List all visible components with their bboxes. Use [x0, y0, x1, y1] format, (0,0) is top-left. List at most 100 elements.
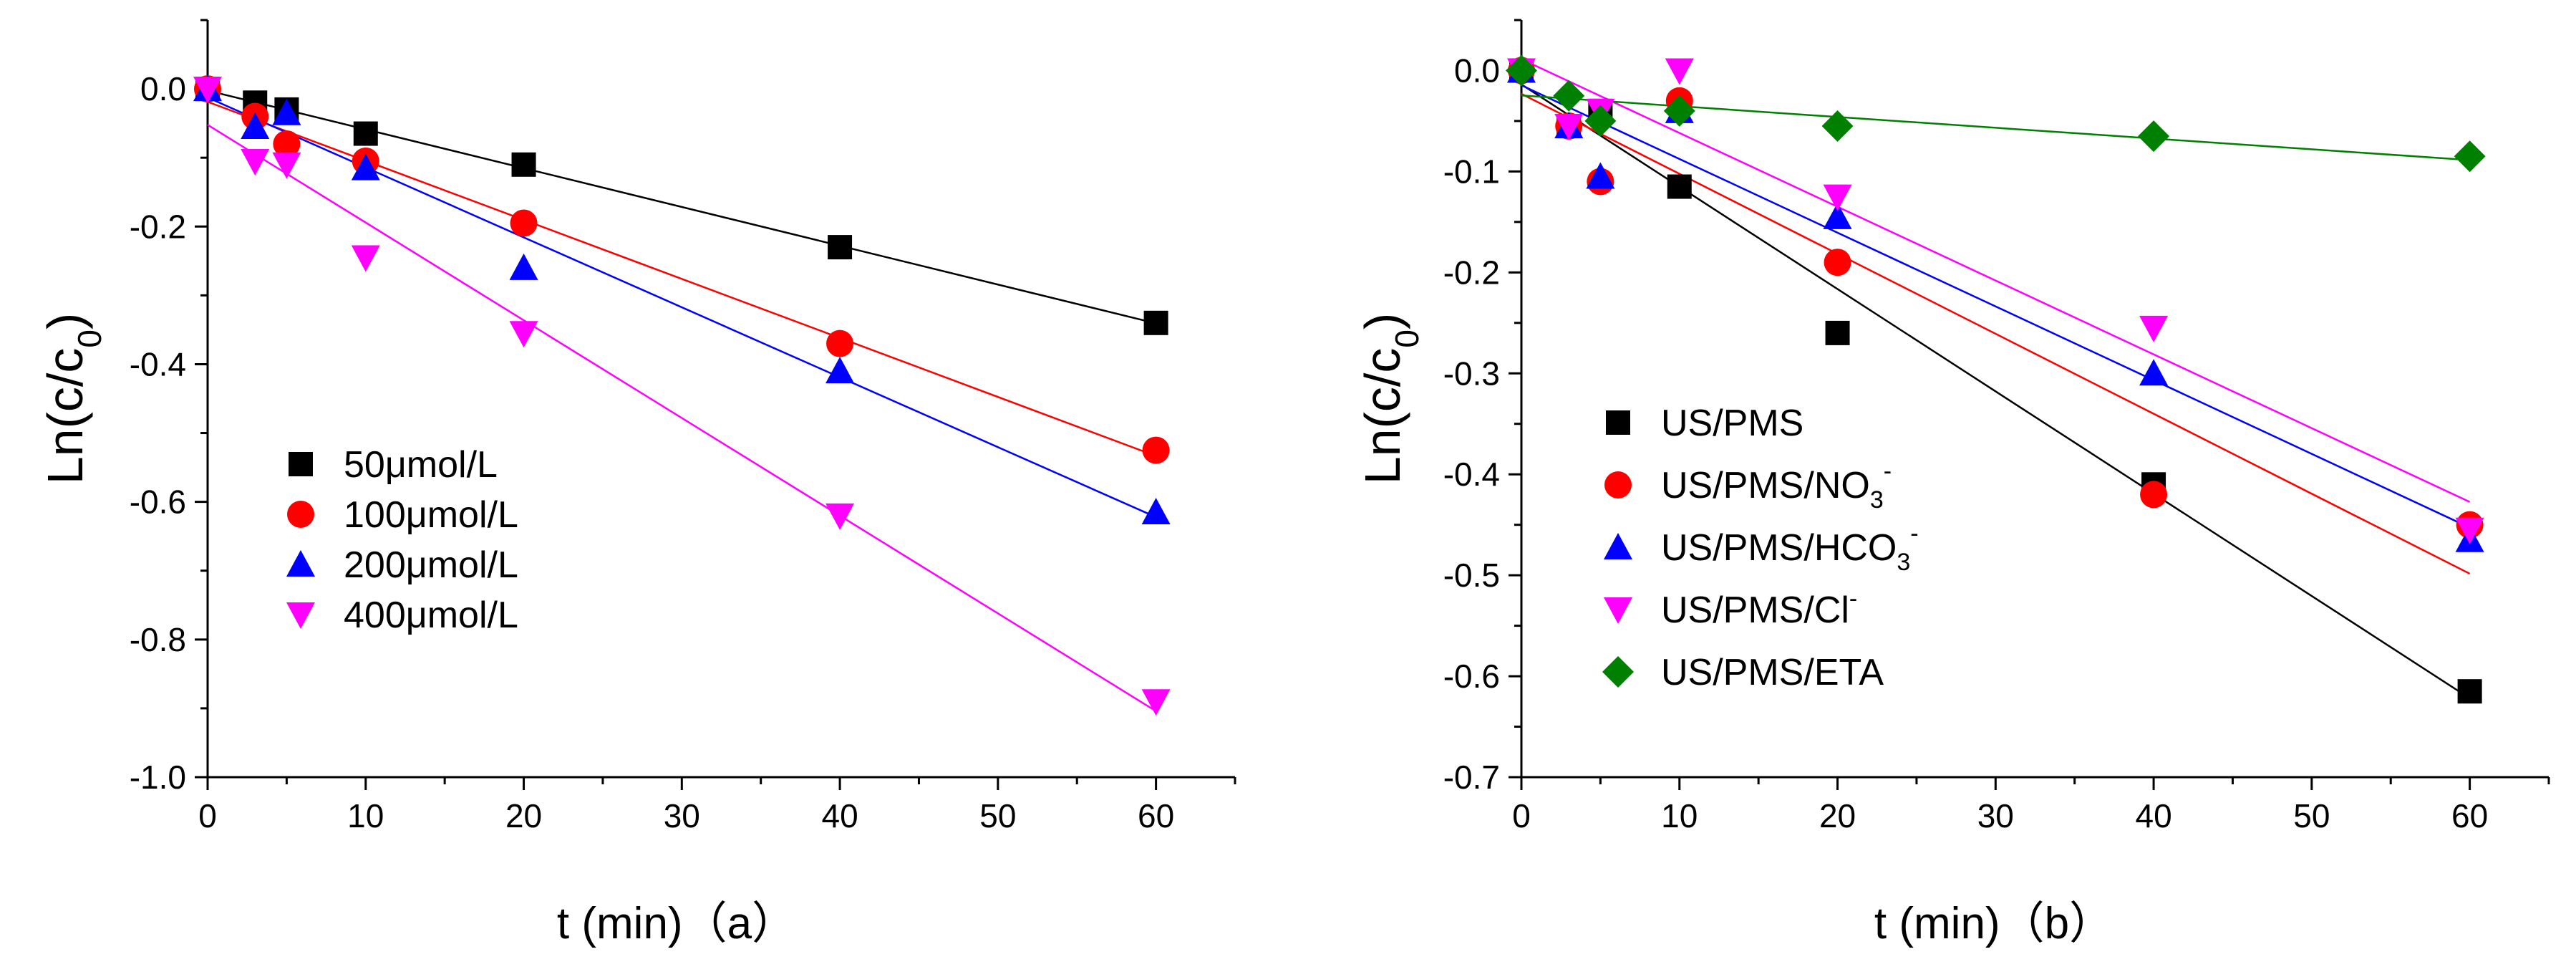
x-tick-label: 60 [1138, 797, 1174, 834]
data-point [1141, 498, 1171, 525]
y-axis-title: Ln(c/c0) [37, 313, 108, 485]
x-axis-title: t (min)（b） [1874, 899, 2113, 948]
data-point [353, 121, 378, 146]
fit-line [207, 124, 1157, 712]
data-point [1665, 58, 1694, 85]
legend-label: US/PMS/Cl- [1661, 585, 1857, 631]
data-point [1823, 202, 1852, 229]
data-point [1554, 113, 1584, 140]
legend-marker [286, 550, 315, 577]
fit-line [207, 90, 1156, 324]
data-point [1143, 310, 1168, 335]
x-tick-label: 30 [664, 797, 700, 834]
y-tick-label: 0.0 [1454, 52, 1500, 89]
data-point [509, 253, 538, 280]
data-point [1142, 436, 1170, 464]
legend-label: 200μmol/L [344, 544, 518, 586]
data-point [509, 321, 538, 348]
x-tick-label: 60 [2451, 797, 2488, 834]
y-tick-label: -0.3 [1443, 355, 1500, 392]
data-point [825, 357, 855, 384]
legend-marker [1604, 471, 1632, 499]
x-tick-label: 0 [1512, 797, 1531, 834]
legend-label: 50μmol/L [344, 444, 498, 486]
data-point [1584, 105, 1617, 137]
legend-marker [1602, 656, 1634, 688]
data-point [1825, 320, 1850, 345]
x-axis-title: t (min)（a） [557, 899, 796, 948]
data-point [826, 329, 854, 357]
data-point [825, 503, 855, 530]
data-point [272, 98, 301, 125]
data-point [351, 153, 380, 181]
y-axis-title: Ln(c/c0) [1355, 313, 1425, 485]
data-point [828, 235, 853, 260]
legend-label: US/PMS/HCO3- [1661, 520, 1919, 576]
y-tick-label: -0.2 [1443, 254, 1500, 291]
y-tick-label: -0.6 [130, 483, 186, 521]
legend-marker [1604, 533, 1632, 559]
legend-label: 400μmol/L [344, 595, 518, 636]
x-tick-label: 30 [1977, 797, 2014, 834]
chart-panel-b: 0 10 20 30 40 50 60 0.0 -0.1 -0.2 -0.3 -0.4 -0.5 -0.6… [1355, 19, 2550, 948]
data-point [2140, 481, 2168, 509]
data-point [511, 152, 536, 177]
x-tick-label: 40 [821, 797, 858, 834]
y-tick-label: -0.4 [130, 345, 186, 382]
fit-line [207, 100, 1157, 457]
fit-line [1521, 84, 2471, 529]
data-point [193, 77, 222, 104]
legend-label: US/PMS [1661, 403, 1803, 444]
data-point [510, 209, 538, 237]
x-tick-label: 10 [1661, 797, 1698, 834]
legend-label: US/PMS/ETA [1661, 652, 1884, 693]
x-tick-label: 50 [2293, 797, 2330, 834]
y-tick-label: -0.5 [1443, 557, 1500, 594]
chart-panel-a: 0 10 20 30 40 50 60 0.0 -0.2 -0.4 -0.6 -0.8 -1.0 t (m… [37, 19, 1236, 948]
y-tick-label: 0.0 [140, 70, 186, 107]
legend-marker [289, 452, 313, 476]
legend-marker [1604, 597, 1632, 624]
y-tick-label: -0.6 [1443, 658, 1500, 695]
data-point [1586, 162, 1615, 189]
data-point [2455, 517, 2484, 544]
data-point [273, 130, 301, 158]
data-point [241, 148, 270, 175]
y-tick-label: -0.8 [130, 621, 186, 658]
legend-label: US/PMS/NO3- [1661, 458, 1892, 514]
data-point [1667, 174, 1692, 199]
x-tick-label: 20 [505, 797, 542, 834]
y-tick-label: -0.1 [1443, 153, 1500, 190]
data-point [2139, 315, 2169, 342]
legend-marker [286, 602, 315, 629]
data-point [2454, 140, 2486, 173]
x-tick-label: 10 [347, 797, 384, 834]
x-tick-label: 40 [2135, 797, 2171, 834]
data-point [1821, 110, 1854, 142]
fit-line [1521, 92, 2471, 575]
data-point [1824, 249, 1851, 276]
data-point [1141, 689, 1171, 716]
legend-marker [1606, 410, 1630, 435]
y-tick-label: -1.0 [130, 759, 186, 796]
fit-line [1521, 58, 2471, 503]
fit-line [1521, 94, 2470, 161]
y-tick-label: -0.7 [1443, 759, 1500, 796]
x-tick-label: 0 [198, 797, 217, 834]
y-tick-label: -0.4 [1443, 456, 1500, 493]
data-point [272, 152, 301, 179]
data-point [2457, 679, 2482, 704]
data-point [1553, 80, 1585, 112]
data-point [1506, 54, 1537, 87]
y-tick-label: -0.2 [130, 208, 186, 245]
data-point [2138, 120, 2170, 153]
data-point [2139, 359, 2169, 386]
data-point [241, 112, 270, 139]
legend-label: 100μmol/L [344, 494, 518, 536]
data-point [1663, 95, 1695, 127]
data-point [1823, 184, 1852, 211]
x-tick-label: 20 [1819, 797, 1856, 834]
data-point [351, 245, 380, 272]
legend-marker [287, 501, 314, 528]
